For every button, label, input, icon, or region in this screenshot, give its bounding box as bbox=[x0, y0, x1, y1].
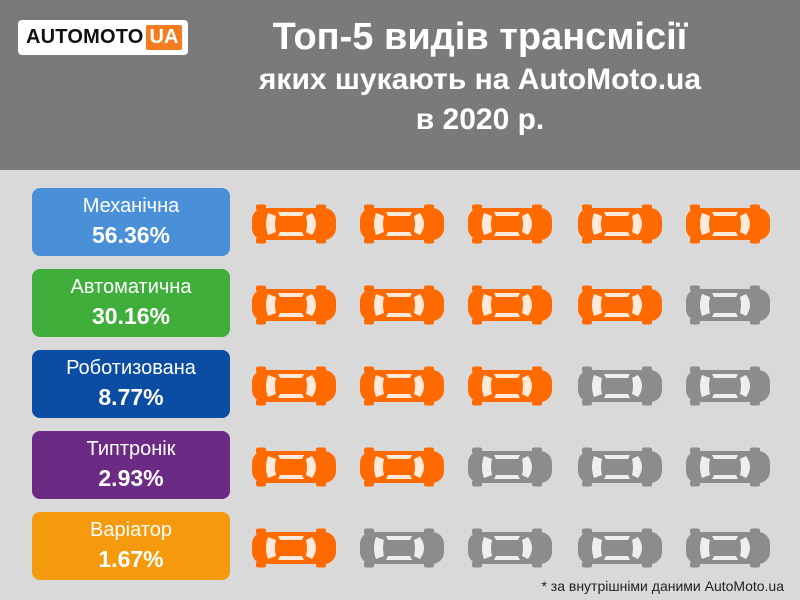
car-icon bbox=[578, 204, 662, 244]
car-icon bbox=[468, 204, 552, 244]
car-icon bbox=[360, 285, 444, 325]
category-value: 2.93% bbox=[98, 465, 164, 491]
car-icon bbox=[686, 447, 770, 487]
car-icon bbox=[360, 528, 444, 568]
category-label: Автоматична 30.16% bbox=[32, 269, 230, 337]
footnote: * за внутрішніми даними AutoMoto.ua bbox=[541, 578, 784, 594]
category-name: Варіатор bbox=[90, 519, 172, 541]
car-icon bbox=[686, 366, 770, 406]
logo-brand-text: AUTOMOTO bbox=[26, 26, 144, 48]
car-icon bbox=[252, 285, 336, 325]
transmission-row: Типтронік 2.93% bbox=[32, 431, 772, 499]
category-value: 30.16% bbox=[91, 303, 170, 329]
category-label: Механічна 56.36% bbox=[32, 188, 230, 256]
logo-tld-text: UA bbox=[145, 25, 183, 50]
car-icon bbox=[578, 447, 662, 487]
car-icon bbox=[468, 447, 552, 487]
car-icon-row bbox=[250, 512, 770, 580]
car-icon bbox=[578, 285, 662, 325]
car-icon-row bbox=[250, 269, 770, 337]
car-icon bbox=[468, 285, 552, 325]
car-icon bbox=[468, 366, 552, 406]
category-value: 1.67% bbox=[98, 546, 164, 572]
title-line-1: Топ-5 видів трансмісії bbox=[272, 16, 688, 58]
automoto-logo[interactable]: AUTOMOTO UA bbox=[18, 20, 188, 55]
category-name: Механічна bbox=[82, 195, 180, 217]
car-icon bbox=[468, 528, 552, 568]
car-icon bbox=[360, 366, 444, 406]
car-icon bbox=[360, 447, 444, 487]
car-icon bbox=[252, 528, 336, 568]
category-value: 56.36% bbox=[91, 222, 170, 248]
transmission-row: Механічна 56.36% bbox=[32, 188, 772, 256]
transmission-row: Варіатор 1.67% bbox=[32, 512, 772, 580]
header-banner: AUTOMOTO UA Топ-5 видів трансмісії яких … bbox=[0, 0, 800, 170]
car-icon bbox=[686, 204, 770, 244]
category-name: Роботизована bbox=[66, 357, 196, 379]
category-name: Автоматична bbox=[70, 276, 192, 298]
title-line-2: яких шукають на AutoMoto.ua bbox=[258, 63, 702, 96]
category-name: Типтронік bbox=[86, 438, 176, 460]
car-icon bbox=[686, 285, 770, 325]
car-icon bbox=[686, 528, 770, 568]
car-icon-row bbox=[250, 431, 770, 499]
category-label: Варіатор 1.67% bbox=[32, 512, 230, 580]
category-label: Типтронік 2.93% bbox=[32, 431, 230, 499]
transmission-row: Автоматична 30.16% bbox=[32, 269, 772, 337]
category-label: Роботизована 8.77% bbox=[32, 350, 230, 418]
transmission-row: Роботизована 8.77% bbox=[32, 350, 772, 418]
car-icon bbox=[578, 528, 662, 568]
car-icon bbox=[252, 204, 336, 244]
category-value: 8.77% bbox=[98, 384, 164, 410]
car-icon-row bbox=[250, 350, 770, 418]
car-icon bbox=[252, 447, 336, 487]
title-line-3: в 2020 р. bbox=[415, 103, 545, 136]
car-icon bbox=[578, 366, 662, 406]
chart-title: Топ-5 видів трансмісії яких шукають на A… bbox=[200, 14, 760, 140]
car-icon bbox=[252, 366, 336, 406]
car-icon bbox=[360, 204, 444, 244]
car-icon-row bbox=[250, 188, 770, 256]
